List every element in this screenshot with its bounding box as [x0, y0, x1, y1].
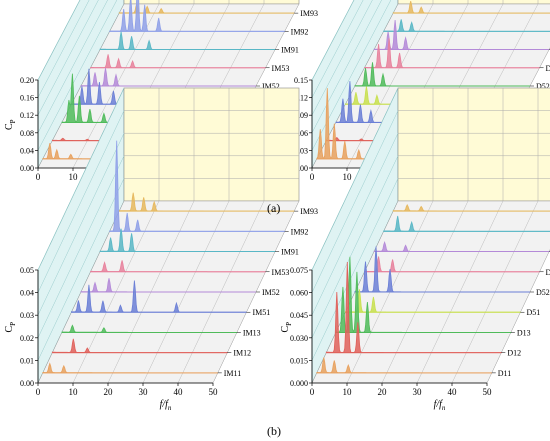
- grid-line: [311, 0, 364, 98]
- series-label-IM11: IM11: [224, 369, 241, 378]
- x-tick-label: 10: [69, 172, 79, 182]
- y-tick-label: 0.05: [20, 266, 34, 275]
- grid-line: [37, 178, 125, 361]
- y-axis-label: CP: [280, 322, 293, 333]
- series-label-D53: D53: [546, 268, 550, 277]
- back-plane: [123, 0, 300, 5]
- series-label-IM12: IM12: [233, 349, 251, 358]
- panel-label-a: (a): [267, 201, 281, 215]
- grid-line: [37, 0, 99, 116]
- y-axis-label: CP: [4, 119, 17, 130]
- series-label-D51: D51: [526, 308, 540, 317]
- series-label-IM91: IM91: [281, 248, 299, 257]
- y-tick-label: 0.00: [20, 164, 34, 173]
- grid-line: [37, 87, 125, 271]
- grid-line: [37, 110, 125, 293]
- back-plane: [397, 87, 550, 202]
- grid-line: [311, 178, 399, 361]
- x-tick-label: 10: [343, 387, 353, 397]
- grid-line: [311, 0, 373, 116]
- y-tick-label: 0.075: [290, 266, 308, 275]
- series-label-D52: D52: [536, 288, 550, 297]
- y-tick-label: 0.00: [20, 379, 34, 388]
- grid-line: [37, 0, 108, 133]
- grid-line: [37, 0, 90, 98]
- series-label-IM92: IM92: [291, 227, 309, 236]
- x-tick-label: 30: [413, 387, 423, 397]
- series-label-IM92: IM92: [291, 27, 309, 36]
- y-tick-label: 0.04: [20, 289, 34, 298]
- y-axis-label: CP: [4, 322, 17, 333]
- grid-line: [37, 0, 118, 151]
- y-tick-label: 0.15: [294, 76, 308, 85]
- x-axis-label: f/fn: [160, 399, 172, 412]
- series-label-IM51: IM51: [252, 308, 270, 317]
- x-tick-label: 0: [310, 172, 315, 182]
- series-label-D13: D13: [517, 328, 531, 337]
- y-tick-label: 0.03: [294, 146, 308, 155]
- x-tick-label: 20: [104, 387, 114, 397]
- series-label-IM52: IM52: [262, 288, 280, 297]
- y-tick-label: 0.01: [20, 356, 34, 365]
- series-label-D53: D53: [546, 64, 550, 73]
- x-tick-label: 40: [174, 387, 184, 397]
- x-tick-label: 0: [36, 387, 41, 397]
- y-tick-label: 0.000: [290, 379, 308, 388]
- y-tick-label: 0.02: [20, 334, 34, 343]
- series-label-D52: D52: [536, 82, 550, 91]
- grid-line: [311, 87, 399, 271]
- x-tick-label: 50: [209, 387, 219, 397]
- x-tick-label: 40: [448, 387, 458, 397]
- y-tick-label: 0.030: [290, 334, 308, 343]
- series-label-IM93: IM93: [300, 207, 318, 216]
- x-tick-label: 50: [483, 387, 493, 397]
- grid-line: [311, 0, 355, 81]
- y-tick-label: 0.00: [294, 164, 308, 173]
- back-plane: [397, 0, 550, 5]
- y-tick-label: 0.06: [294, 129, 308, 138]
- grid-line: [311, 155, 399, 338]
- y-tick-label: 0.04: [20, 146, 34, 155]
- y-tick-label: 0.060: [290, 289, 308, 298]
- grid-line: [37, 133, 125, 316]
- y-tick-label: 0.12: [20, 111, 34, 120]
- y-tick-label: 0.015: [290, 356, 308, 365]
- y-tick-label: 0.16: [20, 94, 34, 103]
- chart-panel-4: D93D92D91D53D52D51D13D12D11010203040500.…: [280, 87, 550, 412]
- grid-line: [311, 110, 399, 293]
- chart-panel-3: IM93 IM92 IM91 IM53 IM52 IM51 IM13 IM12 IM11 0 10 2…: [4, 87, 318, 412]
- series-label-D12: D12: [507, 349, 521, 358]
- x-tick-label: 0: [310, 387, 315, 397]
- x-tick-label: 0: [36, 172, 41, 182]
- y-tick-label: 0.20: [20, 76, 34, 85]
- series-label-IM91: IM91: [281, 46, 299, 55]
- x-tick-label: 20: [378, 387, 388, 397]
- y-axis-label-sub: P: [9, 322, 17, 326]
- y-tick-label: 0.045: [290, 311, 308, 320]
- y-tick-label: 0.09: [294, 111, 308, 120]
- series-label-D11: D11: [498, 369, 511, 378]
- x-tick-label: 30: [139, 387, 149, 397]
- panel-label-b: (b): [267, 424, 281, 438]
- y-tick-label: 0.08: [20, 129, 34, 138]
- series-label-IM53: IM53: [272, 64, 290, 73]
- y-axis-label-sub: P: [285, 322, 293, 326]
- y-tick-label: 0.03: [20, 311, 34, 320]
- x-tick-label: 10: [69, 387, 79, 397]
- series-label-IM93: IM93: [300, 9, 318, 18]
- grid-line: [37, 0, 81, 81]
- x-axis-label: f/fn: [434, 399, 446, 412]
- x-axis-label-sub: n: [442, 404, 446, 412]
- y-tick-label: 0.12: [294, 94, 308, 103]
- series-label-IM53: IM53: [272, 268, 290, 277]
- y-axis-label-sub: P: [9, 119, 17, 123]
- grid-line: [311, 133, 399, 316]
- series-label-IM52: IM52: [262, 82, 280, 91]
- x-tick-label: 10: [343, 172, 353, 182]
- x-axis-label-sub: n: [168, 404, 172, 412]
- back-plane: [123, 87, 300, 202]
- grid-line: [37, 155, 125, 338]
- series-label-IM13: IM13: [243, 328, 261, 337]
